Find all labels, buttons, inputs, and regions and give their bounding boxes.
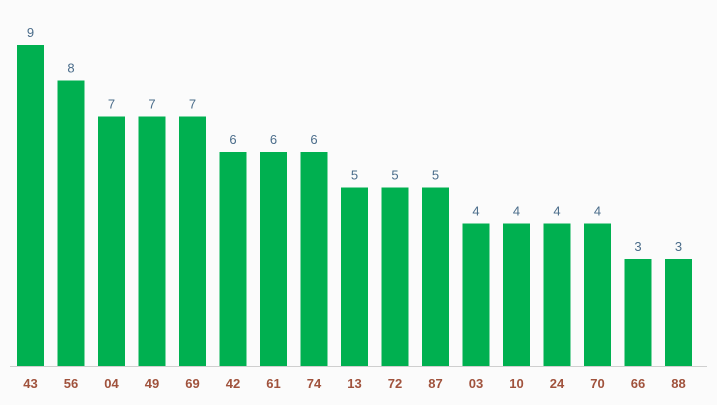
value-label-87: 5 (432, 168, 439, 183)
value-label-24: 4 (553, 203, 560, 218)
x-tick-label-42: 42 (226, 376, 240, 391)
bar-03 (462, 223, 490, 366)
bar-56 (57, 80, 85, 366)
value-label-70: 4 (594, 203, 601, 218)
bar-24 (543, 223, 571, 366)
x-tick-label-87: 87 (428, 376, 442, 391)
value-label-42: 6 (229, 132, 236, 147)
x-tick-label-49: 49 (145, 376, 159, 391)
bar-61 (260, 152, 287, 366)
bars-group (17, 45, 692, 366)
value-label-88: 3 (675, 239, 682, 254)
x-tick-label-72: 72 (388, 376, 402, 391)
bar-69 (179, 116, 206, 366)
bar-10 (503, 223, 530, 366)
bar-72 (381, 187, 409, 366)
value-label-74: 6 (310, 132, 317, 147)
x-tick-label-13: 13 (347, 376, 361, 391)
bar-49 (138, 116, 166, 366)
bar-87 (422, 187, 449, 366)
bar-88 (665, 259, 692, 366)
x-tick-label-66: 66 (631, 376, 645, 391)
x-tick-label-56: 56 (64, 376, 78, 391)
x-tick-label-24: 24 (550, 376, 565, 391)
bar-66 (624, 259, 652, 366)
x-tick-label-03: 03 (469, 376, 483, 391)
value-label-04: 7 (108, 96, 115, 111)
bar-43 (17, 45, 44, 366)
x-tick-label-88: 88 (671, 376, 685, 391)
value-label-56: 8 (67, 61, 74, 76)
x-tick-label-61: 61 (266, 376, 280, 391)
x-tick-label-74: 74 (307, 376, 322, 391)
x-tick-label-70: 70 (590, 376, 604, 391)
x-tick-label-69: 69 (185, 376, 199, 391)
x-tick-label-04: 04 (104, 376, 119, 391)
value-label-49: 7 (148, 96, 155, 111)
x-tick-labels-group: 43 56 04 49 69 42 61 74 13 72 87 03 10 24 70 66 88 (23, 376, 685, 391)
value-label-03: 4 (472, 203, 479, 218)
x-tick-label-43: 43 (23, 376, 37, 391)
value-label-72: 5 (391, 168, 398, 183)
bar-42 (219, 152, 247, 366)
x-tick-label-10: 10 (509, 376, 523, 391)
bar-74 (300, 152, 328, 366)
bar-13 (341, 187, 368, 366)
value-label-43: 9 (27, 25, 34, 40)
bar-70 (584, 223, 611, 366)
value-label-61: 6 (270, 132, 277, 147)
value-label-66: 3 (634, 239, 641, 254)
bar-04 (98, 116, 125, 366)
value-label-13: 5 (351, 168, 358, 183)
value-labels-group: 9 8 7 7 7 6 6 6 5 5 5 4 4 4 4 3 3 (27, 25, 682, 254)
value-label-69: 7 (189, 96, 196, 111)
value-label-10: 4 (513, 203, 520, 218)
